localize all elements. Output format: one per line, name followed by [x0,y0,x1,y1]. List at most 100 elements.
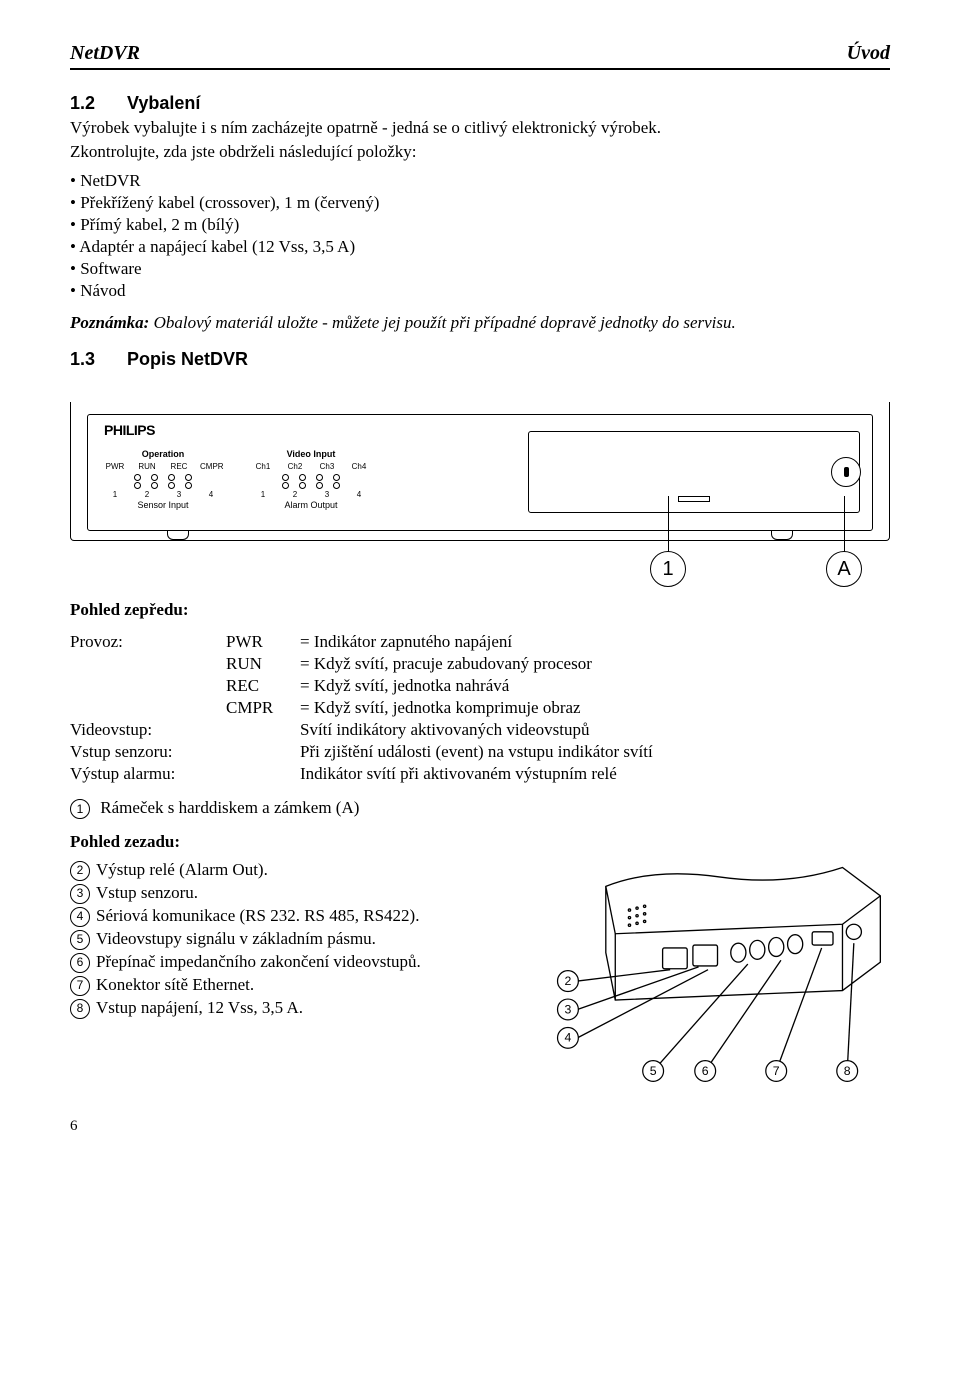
front-view-title: Pohled zepředu: [70,599,890,621]
note-label: Poznámka: [70,313,149,332]
note: Poznámka: Obalový materiál uložte - může… [70,312,890,334]
chassis-feet [87,531,873,540]
row-label [70,697,226,719]
list-item: 2Výstup relé (Alarm Out). [70,859,529,881]
row-abbr [226,763,300,785]
led-num: 3 [168,490,190,500]
svg-text:5: 5 [650,1063,657,1077]
circled-number-icon: 4 [70,907,90,927]
row-desc: Při zjištění události (event) na vstupu … [300,741,669,763]
row-abbr [226,719,300,741]
operation-title: Operation [104,449,222,461]
rear-view-title: Pohled zezadu: [70,831,890,853]
led-num: 1 [104,490,126,500]
list-item: NetDVR [70,170,890,192]
svg-text:4: 4 [565,1030,572,1044]
table-row: Vstup senzoru: Při zjištění události (ev… [70,741,669,763]
rear-item-text: Sériová komunikace (RS 232. RS 485, RS42… [96,906,419,925]
table-row: REC = Když svítí, jednotka nahrává [70,675,669,697]
rear-item-text: Videovstupy signálu v základním pásmu. [96,929,376,948]
row-desc: Svítí indikátory aktivovaných videovstup… [300,719,669,741]
callout-1: 1 [650,551,686,587]
alarm-output-label: Alarm Output [252,500,370,512]
row-desc: = Indikátor zapnutého napájení [300,631,669,653]
page-header: NetDVR Úvod [70,40,890,70]
row-abbr: PWR [226,631,300,653]
list-item: Software [70,258,890,280]
video-input-title: Video Input [252,449,370,461]
list-item: Přímý kabel, 2 m (bílý) [70,214,890,236]
row-desc: Indikátor svítí při aktivovaném výstupní… [300,763,669,785]
circled-number-icon: 8 [70,999,90,1019]
svg-text:7: 7 [773,1063,780,1077]
rear-panel-diagram: 2 3 4 5 6 7 8 [549,858,890,1091]
callout-A: A [826,551,862,587]
drive-slot [678,496,710,502]
s12-intro2: Zkontrolujte, zda jste obdrželi následuj… [70,141,890,163]
list-item: Návod [70,280,890,302]
row-desc: = Když svítí, jednotka komprimuje obraz [300,697,669,719]
hdd-tray [528,431,860,513]
table-row: Výstup alarmu: Indikátor svítí při aktiv… [70,763,669,785]
list-item: 8 Vstup napájení, 12 Vss, 3,5 A. [70,997,529,1019]
sensor-input-label: Sensor Input [104,500,222,512]
row-abbr: RUN [226,653,300,675]
row-desc: = Když svítí, jednotka nahrává [300,675,669,697]
video-input-leds: Video Input Ch1 Ch2 Ch3 Ch4 1 2 3 4 Alar… [252,449,370,514]
rear-item-text: Vstup senzoru. [96,883,198,902]
circled-number-icon: 6 [70,953,90,973]
svg-text:2: 2 [565,973,572,987]
list-item: 4 Sériová komunikace (RS 232. RS 485, RS4… [70,905,529,927]
row-abbr: CMPR [226,697,300,719]
front-view-table: Provoz: PWR = Indikátor zapnutého napáje… [70,631,669,786]
note-text: Obalový materiál uložte - můžete jej pou… [154,313,736,332]
front-callouts: 1 A [70,551,890,587]
led-num: 4 [200,490,222,500]
rear-list: 2Výstup relé (Alarm Out). 3Vstup senzoru… [70,858,529,1021]
circled-number-icon: 2 [70,861,90,881]
list-item: Překřížený kabel (crossover), 1 m (červe… [70,192,890,214]
package-list: NetDVR Překřížený kabel (crossover), 1 m… [70,170,890,303]
section-1-3-name: Popis NetDVR [127,349,248,369]
table-row: RUN = Když svítí, pracuje zabudovaný pro… [70,653,669,675]
svg-text:6: 6 [702,1063,709,1077]
led-label: REC [168,462,190,472]
led-label: RUN [136,462,158,472]
section-1-3-title: 1.3 Popis NetDVR [70,348,890,371]
front-item-1-text: Rámeček s harddiskem a zámkem (A) [100,798,359,817]
rear-item-text: Přepínač impedančního zakončení videovst… [96,952,421,971]
table-row: Provoz: PWR = Indikátor zapnutého napáje… [70,631,669,653]
list-item: 7Konektor sítě Ethernet. [70,974,529,996]
list-item: 5Videovstupy signálu v základním pásmu. [70,928,529,950]
section-1-2-num: 1.2 [70,92,122,115]
operation-leds: Operation PWR RUN REC CMPR 1 2 3 4 Senso… [104,449,222,514]
row-label: Vstup senzoru: [70,741,226,763]
led-label: CMPR [200,462,222,472]
list-item: 3Vstup senzoru. [70,882,529,904]
row-label [70,653,226,675]
led-num: 3 [316,490,338,500]
s12-intro1: Výrobek vybalujte i s ním zacházejte opa… [70,117,890,139]
brand-logo: PHILIPS [104,421,155,439]
row-label: Provoz: [70,631,226,653]
led-label: Ch3 [316,462,338,472]
table-row: Videovstup: Svítí indikátory aktivovanýc… [70,719,669,741]
led-num: 2 [136,490,158,500]
circled-number-icon: 7 [70,976,90,996]
led-num: 1 [252,490,274,500]
svg-text:8: 8 [844,1063,851,1077]
lock-icon [831,457,861,487]
row-abbr [226,741,300,763]
header-right: Úvod [847,40,890,66]
section-1-3-num: 1.3 [70,348,122,371]
circled-number-icon: 1 [70,799,90,819]
front-item-1: 1 Rámeček s harddiskem a zámkem (A) [70,797,890,819]
list-item: Adaptér a napájecí kabel (12 Vss, 3,5 A) [70,236,890,258]
front-panel-diagram: PHILIPS Operation PWR RUN REC CMPR 1 2 3… [70,402,890,541]
section-1-2-title: 1.2 Vybalení [70,92,890,115]
svg-text:3: 3 [565,1002,572,1016]
row-abbr: REC [226,675,300,697]
rear-item-text: Vstup napájení, 12 Vss, 3,5 A. [96,998,303,1017]
header-left: NetDVR [70,40,140,66]
front-plate: PHILIPS Operation PWR RUN REC CMPR 1 2 3… [87,414,873,531]
